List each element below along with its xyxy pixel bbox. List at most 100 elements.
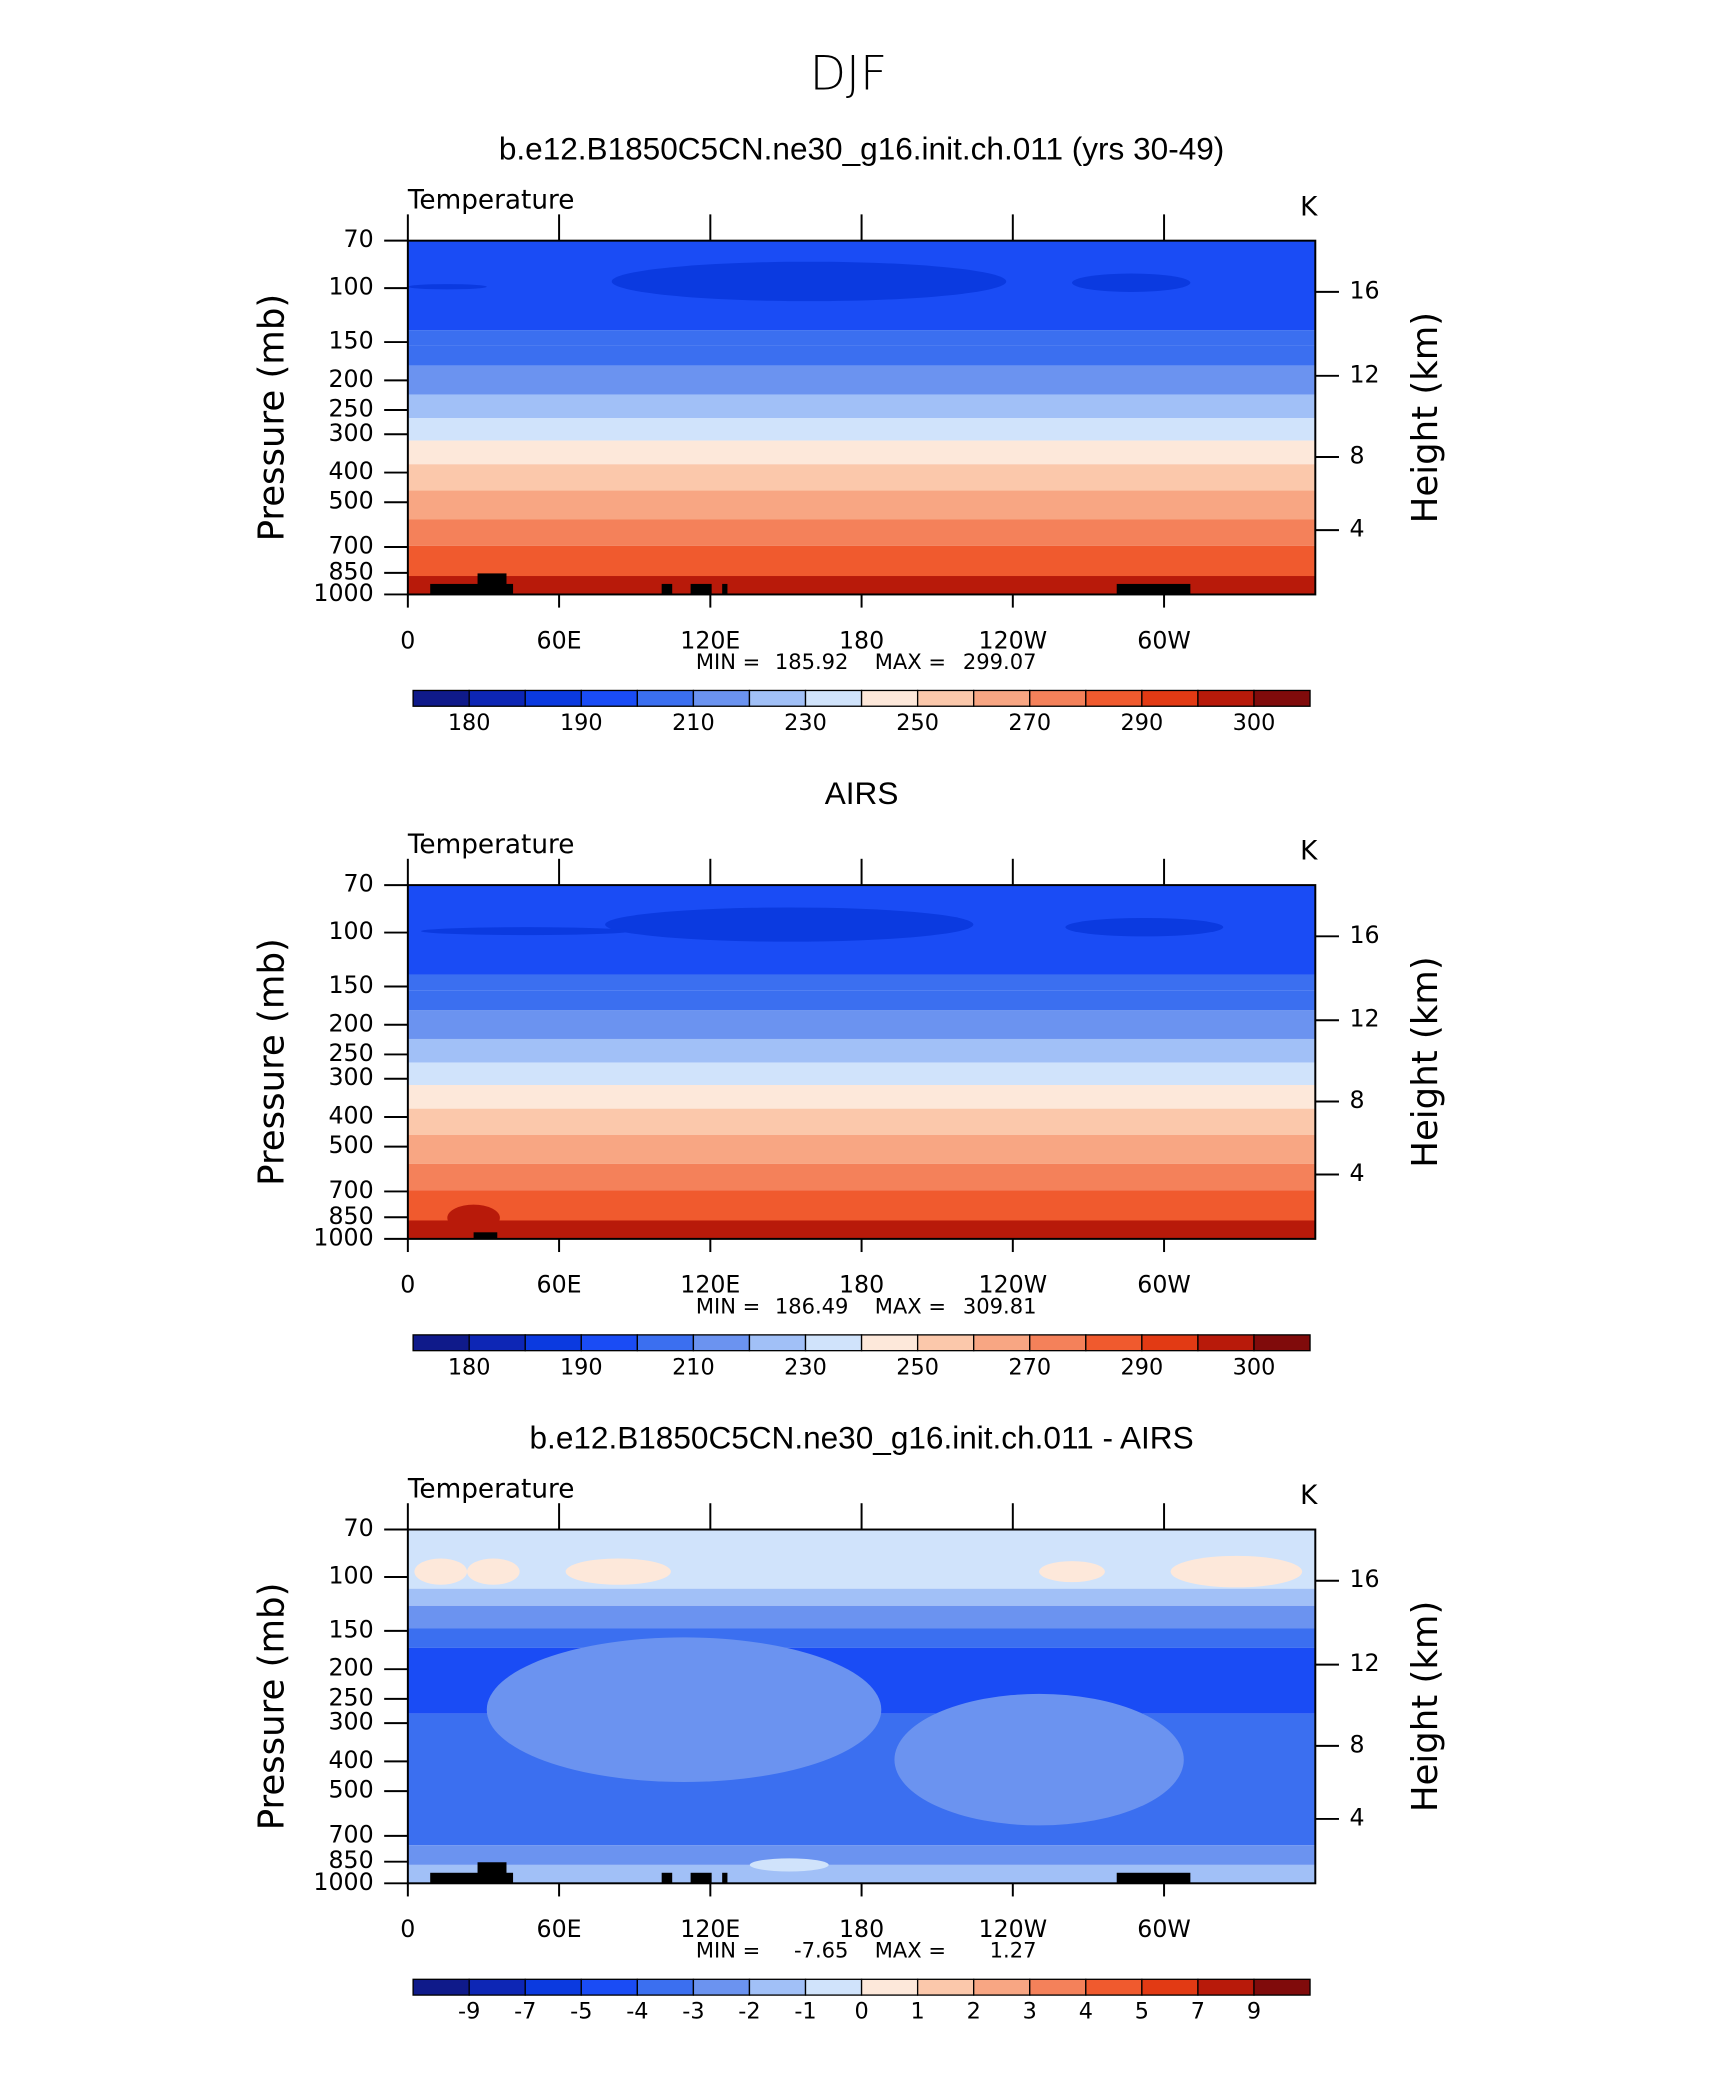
- contour-band: [407, 545, 1316, 579]
- topography: [430, 1872, 514, 1884]
- colorbar-box: [1085, 1978, 1143, 1996]
- y-tick-label: 200: [328, 1654, 373, 1682]
- colorbar-box: [1029, 689, 1087, 707]
- variable-label: Temperature: [407, 1475, 575, 1505]
- y-axis-label: Pressure (mb): [252, 938, 293, 1186]
- colorbar-label: 7: [1191, 1999, 1205, 2025]
- contour-band: [407, 1628, 1316, 1648]
- contour-band: [407, 1038, 1316, 1063]
- y2-axis-label: Height (km): [1405, 1601, 1446, 1812]
- topography: [477, 573, 507, 595]
- colorbar-box: [524, 689, 582, 707]
- y-tick-label: 1000: [313, 579, 373, 607]
- y-tick-label: 500: [328, 1776, 373, 1804]
- x-tick-label: 0: [400, 626, 415, 654]
- x-tick-label: 0: [400, 1271, 415, 1299]
- colorbar-box: [524, 1334, 582, 1352]
- y-tick-label: 70: [344, 870, 374, 898]
- colorbar-box: [1253, 1978, 1311, 1996]
- units-label: K: [1300, 1481, 1318, 1511]
- colorbar-label: 0: [854, 1999, 868, 2025]
- colorbar-label: -1: [794, 1999, 816, 2025]
- y-axis-label: Pressure (mb): [252, 294, 293, 542]
- colorbar-box: [860, 1978, 919, 1996]
- contour-band: [407, 1220, 1316, 1239]
- contour-blob: [407, 284, 487, 290]
- colorbar-label: 210: [672, 1354, 715, 1380]
- y-tick-label: 500: [328, 1131, 373, 1159]
- y-tick-label: 300: [328, 419, 373, 447]
- colorbar-box: [1141, 689, 1199, 707]
- min-value: 185.92: [775, 649, 849, 674]
- colorbar-box: [524, 1978, 582, 1996]
- colorbar-box: [1141, 1334, 1199, 1352]
- contour-blob: [1072, 273, 1191, 292]
- contour-blob: [1039, 1561, 1105, 1583]
- contour-band: [407, 394, 1316, 419]
- x-tick-label: 120E: [680, 626, 740, 654]
- contour-band: [407, 464, 1316, 491]
- colorbar-box: [1085, 689, 1143, 707]
- min-label: MIN =: [696, 649, 760, 674]
- colorbar-label: 290: [1121, 710, 1164, 736]
- y2-tick-label: 16: [1349, 276, 1379, 304]
- colorbar-label: 9: [1247, 1999, 1261, 2025]
- x-tick-label: 120E: [680, 1915, 740, 1943]
- contour-blob: [605, 907, 974, 942]
- colorbar-box: [748, 1978, 807, 1996]
- y-tick-label: 400: [328, 457, 373, 485]
- colorbar-box: [636, 689, 695, 707]
- contour-blob: [894, 1693, 1184, 1826]
- y-tick-label: 250: [328, 1039, 373, 1067]
- x-tick-label: 60E: [537, 626, 582, 654]
- colorbar-box: [1085, 1334, 1143, 1352]
- x-tick-label: 180: [839, 1915, 884, 1943]
- y-tick-label: 100: [328, 917, 373, 945]
- colorbar-box: [804, 1334, 863, 1352]
- x-tick-label: 120W: [979, 626, 1048, 654]
- min-label: MIN =: [696, 1293, 760, 1318]
- y-tick-label: 100: [328, 273, 373, 301]
- units-label: K: [1300, 192, 1318, 222]
- colorbar-box: [973, 1978, 1031, 1996]
- y-tick-label: 250: [328, 1683, 373, 1711]
- y-tick-label: 250: [328, 395, 373, 423]
- colorbar-box: [1253, 1334, 1311, 1352]
- colorbar-box: [973, 689, 1031, 707]
- colorbar-box: [1141, 1978, 1199, 1996]
- colorbar-box: [973, 1334, 1031, 1352]
- y2-tick-label: 8: [1349, 1086, 1364, 1114]
- colorbar-box: [1029, 1978, 1087, 1996]
- colorbar-box: [1197, 689, 1255, 707]
- colorbar-label: 300: [1233, 1354, 1276, 1380]
- y2-tick-label: 4: [1349, 1159, 1364, 1187]
- contour-band: [407, 1529, 1316, 1589]
- topography: [473, 1232, 498, 1239]
- colorbar-box: [916, 1334, 975, 1352]
- y2-tick-label: 4: [1349, 515, 1364, 543]
- max-label: MAX =: [875, 1293, 946, 1318]
- colorbar-box: [412, 1978, 470, 1996]
- colorbar-label: 180: [448, 710, 491, 736]
- x-tick-label: 120W: [979, 1271, 1048, 1299]
- y-tick-label: 70: [344, 1514, 374, 1542]
- figure-title: DJF: [810, 46, 888, 101]
- contour-band: [407, 1845, 1316, 1865]
- colorbar-label: 190: [560, 710, 603, 736]
- x-tick-label: 60E: [537, 1915, 582, 1943]
- x-tick-label: 120E: [680, 1271, 740, 1299]
- y-tick-label: 400: [328, 1746, 373, 1774]
- y-tick-label: 300: [328, 1063, 373, 1091]
- contour-band: [407, 1163, 1316, 1191]
- y-tick-label: 150: [328, 1615, 373, 1643]
- y-tick-label: 100: [328, 1561, 373, 1589]
- y-tick-label: 850: [328, 1202, 373, 1230]
- colorbar-box: [1253, 689, 1311, 707]
- colorbar-box: [580, 1978, 638, 1996]
- colorbar-label: 1: [911, 1999, 925, 2025]
- colorbar-box: [748, 689, 807, 707]
- contour-band: [407, 1190, 1316, 1224]
- max-value: 309.81: [963, 1293, 1037, 1318]
- colorbar-label: 250: [896, 710, 939, 736]
- y2-axis-label: Height (km): [1405, 312, 1446, 523]
